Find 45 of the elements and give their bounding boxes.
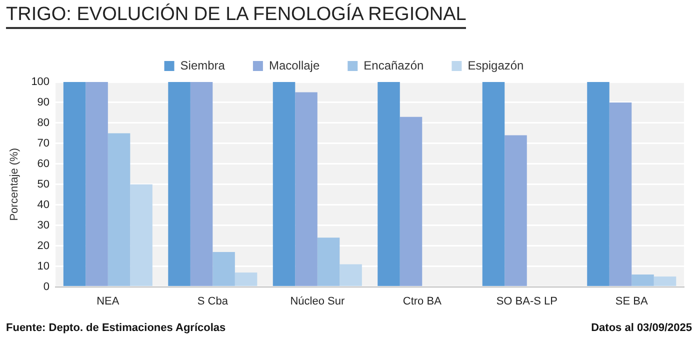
bar [212, 252, 235, 286]
bar [340, 264, 362, 286]
bar [482, 82, 505, 286]
bar [272, 82, 296, 286]
bar [654, 276, 676, 286]
bar [63, 82, 86, 286]
y-tick-label: 70 [37, 137, 50, 150]
bar [108, 133, 130, 286]
y-tick-label: 30 [37, 219, 50, 232]
x-tick-label: SO BA-S LP [496, 295, 558, 308]
chart-title: TRIGO: EVOLUCIÓN DE LA FENOLOGÍA REGIONAL [6, 4, 466, 29]
bar [317, 238, 340, 286]
y-tick-label: 90 [37, 96, 50, 109]
bar [378, 82, 400, 286]
bar [400, 116, 422, 286]
bar [504, 135, 527, 286]
bar [295, 92, 318, 286]
y-tick-label: 20 [37, 240, 50, 252]
bar [632, 274, 654, 286]
y-axis-title: Porcentaje (%) [8, 148, 21, 221]
legend-label: Macollaje [268, 58, 320, 72]
x-tick-label: Ctro BA [402, 295, 442, 308]
legend-label: Espigazón [468, 58, 524, 72]
legend-label: Siembra [180, 58, 226, 72]
legend-label: Encañazón [364, 58, 424, 72]
y-tick-label: 50 [37, 178, 50, 190]
bar [234, 272, 258, 286]
x-tick-label: SE BA [615, 295, 648, 308]
bar [609, 102, 632, 286]
bar [190, 82, 213, 286]
y-tick-label: 60 [37, 158, 50, 170]
text: Datos al 03/09/2025 [591, 322, 692, 334]
bar [130, 184, 152, 286]
bar [168, 82, 190, 286]
x-tick-label: S Cba [197, 295, 229, 308]
bar [587, 82, 610, 286]
x-tick-label: NEA [96, 295, 120, 308]
y-tick-label: 40 [37, 198, 50, 211]
y-tick-label: 0 [43, 280, 50, 293]
y-tick-label: 100 [31, 76, 50, 88]
y-tick-label: 10 [37, 260, 50, 272]
source-note: Fuente: Depto. de Estimaciones Agrícolas [6, 322, 226, 334]
bar [86, 82, 108, 286]
y-tick-label: 80 [37, 116, 50, 129]
x-tick-label: Núcleo Sur [290, 295, 345, 308]
